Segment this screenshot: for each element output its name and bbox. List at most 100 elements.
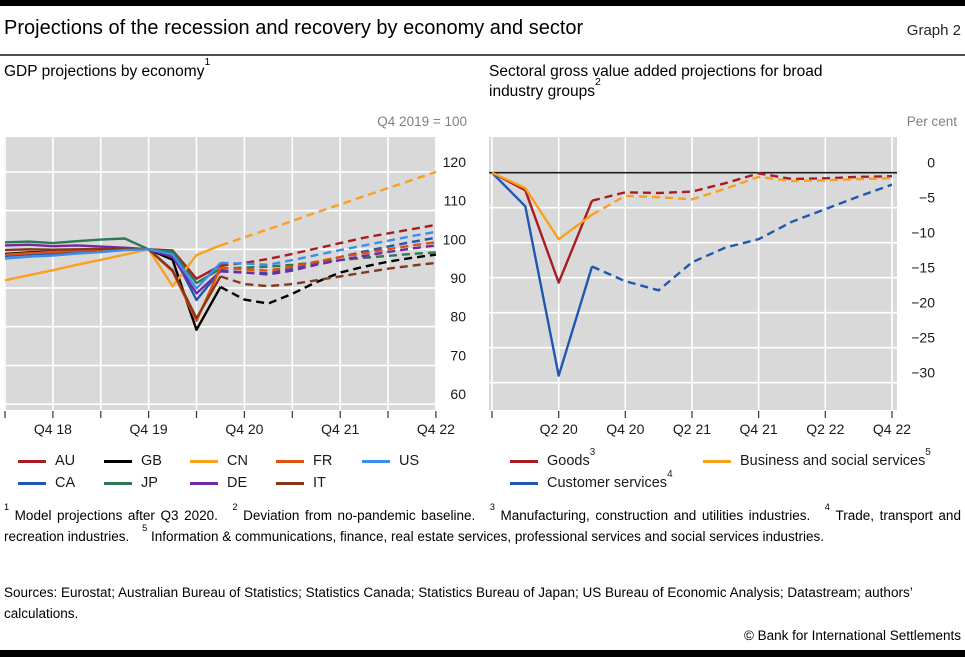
axis-unit-label-right: Per cent (906, 114, 957, 129)
series-business-and-social-services-projection (591, 175, 893, 216)
legend-label: IT (313, 475, 326, 491)
legend-label: CA (55, 475, 76, 491)
gdp-projections-chart: Q4 18 Q4 19 Q4 20 Q4 21 Q4 22 120 110 100 90 80 70… (4, 137, 467, 437)
x-tick-label: Q4 21 (740, 421, 778, 437)
legend-swatch (104, 481, 132, 485)
x-tick-label: Q2 22 (806, 421, 844, 437)
footnotes: 1 Model projections after Q3 2020. 2 Dev… (4, 502, 961, 547)
legend-label: Goods3 (547, 446, 596, 469)
y-tick-label: 90 (450, 270, 466, 286)
panel-title-line: industry groups2 (489, 76, 601, 100)
legend-item-fr: FR (276, 453, 362, 469)
x-tick-label: Q4 22 (417, 421, 455, 437)
panel-title-gdp: GDP projections by economy1 (4, 56, 470, 82)
footnote-2: 2 Deviation from no-pandemic baseline. (232, 502, 476, 523)
legend-swatch (190, 459, 218, 463)
legend-label: Business and social services5 (740, 446, 931, 469)
y-tick-label: 60 (450, 386, 466, 402)
legend-row: Customer services4 (489, 468, 931, 494)
panel-title-line: GDP projections by economy1 (4, 56, 211, 80)
axis-unit-label-left: Q4 2019 = 100 (377, 114, 467, 129)
x-tick-label: Q4 20 (606, 421, 644, 437)
panel-title-line: Sectoral gross value added projections f… (489, 63, 823, 80)
legend-label: DE (227, 475, 248, 491)
y-tick-label: −15 (911, 260, 935, 276)
x-tick-label: Q2 20 (540, 421, 578, 437)
series-goods-projection (591, 172, 893, 202)
series-us (4, 248, 222, 290)
series-us-projection (220, 230, 437, 267)
series-customer-services-projection (591, 183, 893, 292)
legend-swatch (276, 459, 304, 463)
x-tick-label: Q2 21 (673, 421, 711, 437)
footnote-5: 5 Information & communications, finance,… (142, 523, 824, 544)
panel-gdp-projections: GDP projections by economy1 Q4 2019 = 10… (4, 56, 470, 491)
series-de-projection (220, 244, 437, 276)
legend-swatch (362, 459, 390, 463)
x-tick-label: Q4 21 (321, 421, 359, 437)
panel-title-sectoral: Sectoral gross value added projections f… (489, 62, 960, 102)
legend-item-cn: CN (190, 453, 276, 469)
legend-swatch (190, 481, 218, 485)
series-it-projection (220, 261, 437, 288)
footnote-3: 3 Manufacturing, construction and utilit… (489, 502, 811, 523)
legend-row: CA JP DE IT (4, 472, 448, 494)
legend-label: Customer services4 (547, 468, 673, 491)
legend-item-de: DE (190, 475, 276, 491)
y-tick-label: 110 (444, 193, 467, 209)
y-tick-label: 120 (443, 154, 467, 170)
legend-item-business-and-social-services: Business and social services5 (703, 446, 931, 469)
series-au-projection (220, 223, 437, 267)
series-de (4, 243, 222, 295)
legend-swatch (18, 459, 46, 463)
legend-label: GB (141, 453, 162, 469)
graph-number-label: Graph 2 (906, 22, 961, 39)
series-it (4, 247, 222, 320)
top-rule-bar (0, 0, 965, 6)
series-cn-projection (220, 170, 437, 247)
legend-row: Goods3 Business and social services5 (489, 446, 931, 472)
legend-sectors: Goods3 Business and social services5 Custo… (489, 446, 931, 494)
bottom-rule-bar (0, 650, 965, 657)
y-tick-label: −20 (911, 295, 935, 311)
plot-background (4, 137, 436, 410)
footnote-4: 4 Trade, transport and recreation indust… (4, 502, 961, 544)
series-gb-projection (219, 253, 437, 305)
x-tick-label: Q4 19 (130, 421, 168, 437)
x-tick-label: Q4 20 (225, 421, 263, 437)
legend-label: CN (227, 453, 248, 469)
legend-swatch (276, 481, 304, 485)
y-tick-label: −30 (911, 365, 935, 381)
y-tick-label: 80 (450, 309, 466, 325)
panel-sectoral-projections: Sectoral gross value added projections f… (489, 62, 960, 491)
series-business-and-social-services (491, 171, 593, 241)
legend-item-us: US (362, 453, 448, 469)
y-tick-label: 0 (927, 155, 935, 171)
legend-item-gb: GB (104, 453, 190, 469)
y-tick-label: 70 (450, 348, 466, 364)
copyright-line: © Bank for International Settlements (743, 628, 961, 643)
sectoral-projections-chart: Q2 20 Q4 20 Q2 21 Q4 21 Q2 22 Q4 22 0 −5 −10 −15 −… (489, 137, 935, 437)
legend-item-it: IT (276, 475, 362, 491)
sources-line: Sources: Eurostat; Australian Bureau of … (4, 585, 913, 621)
legend-swatch (510, 481, 538, 485)
legend-item-goods: Goods3 (510, 446, 703, 469)
y-tick-label: −25 (911, 330, 935, 346)
legend-swatch (703, 459, 731, 463)
series-fr-projection (220, 241, 437, 272)
legend-swatch (104, 459, 132, 463)
legend-label: US (399, 453, 420, 469)
legend-item-au: AU (18, 453, 104, 469)
legend-item-jp: JP (104, 475, 190, 491)
y-tick-label: −10 (911, 225, 935, 241)
x-tick-label: Q4 22 (873, 421, 911, 437)
legend-label: JP (141, 475, 158, 491)
legend-swatch (18, 481, 46, 485)
legend-row: AU GB CN FR US (4, 450, 448, 472)
series-customer-services (491, 171, 594, 377)
y-tick-label: −5 (919, 190, 935, 206)
page-title: Projections of the recession and recover… (4, 17, 584, 39)
series-jp (4, 237, 222, 285)
legend-label: AU (55, 453, 76, 469)
